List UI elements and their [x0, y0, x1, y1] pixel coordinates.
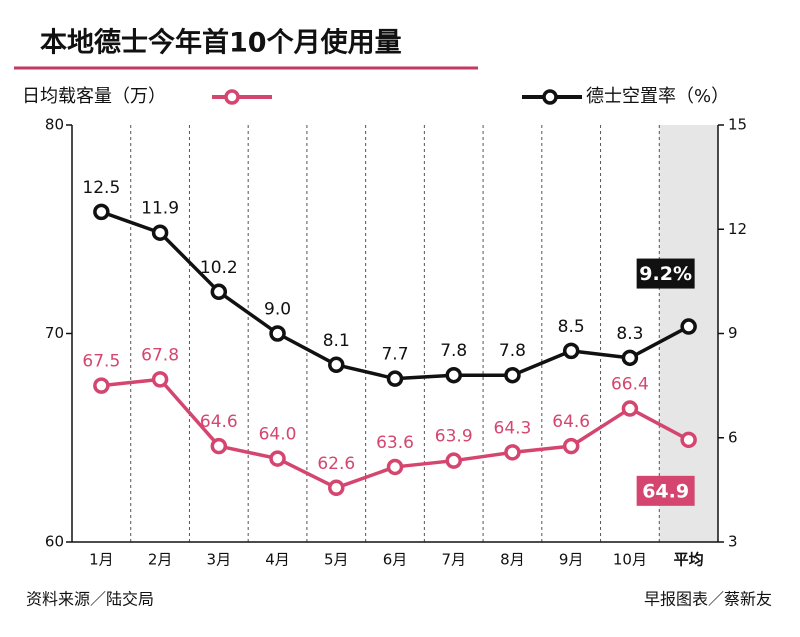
chart-title: 本地德士今年首10个月使用量 [40, 27, 402, 59]
data-point [93, 203, 110, 221]
data-point [504, 366, 521, 384]
data-label: 63.6 [376, 433, 414, 453]
data-label: 67.5 [82, 352, 120, 372]
x-tick-label: 2月 [148, 551, 173, 569]
data-label: 7.8 [440, 341, 467, 361]
data-point [445, 452, 462, 469]
data-point [151, 224, 169, 241]
source: 资料来源／陆交局 [26, 590, 154, 609]
credit: 早报图表／蔡新友 [644, 590, 772, 609]
y2-tick-label: 6 [728, 428, 738, 446]
data-point [386, 458, 404, 476]
legend-swatch-marker [542, 89, 558, 105]
data-label: 8.3 [616, 324, 643, 344]
x-tick-label: 平均 [674, 551, 704, 569]
data-label: 64.6 [200, 412, 238, 432]
x-tick-label: 1月 [89, 551, 114, 569]
x-tick-label: 7月 [441, 551, 466, 569]
data-point [210, 283, 228, 301]
legend-swatch-marker [224, 89, 240, 105]
data-label: 63.9 [435, 427, 473, 447]
data-label: 8.1 [323, 331, 350, 351]
x-tick-label: 10月 [613, 551, 647, 569]
data-point [621, 349, 639, 367]
data-point [269, 325, 286, 342]
data-label: 64.6 [552, 412, 590, 432]
data-label: 9.2% [639, 263, 692, 285]
data-point [210, 437, 228, 455]
data-point [562, 437, 580, 455]
x-tick-label: 3月 [207, 551, 232, 569]
y-tick-label: 60 [45, 533, 64, 551]
x-tick-label: 5月 [324, 551, 349, 569]
data-label: 9.0 [264, 300, 291, 320]
legend-label: 德士空置率（%） [586, 86, 729, 107]
data-point [386, 370, 404, 387]
highlight-box [636, 258, 695, 289]
y-tick-label: 70 [45, 324, 64, 342]
data-label: 64.3 [494, 418, 532, 438]
data-point [680, 431, 697, 449]
data-point [621, 400, 639, 417]
data-label: 67.8 [141, 345, 179, 365]
data-label: 64.9 [642, 480, 689, 502]
x-tick-label: 8月 [500, 551, 525, 569]
legend-label: 日均载客量（万） [22, 86, 166, 107]
data-label: 10.2 [200, 258, 238, 278]
data-point [328, 479, 345, 497]
x-tick-label: 9月 [559, 551, 584, 569]
data-label: 66.4 [611, 375, 649, 395]
y2-tick-label: 9 [728, 324, 738, 342]
y2-tick-label: 12 [728, 220, 747, 238]
x-tick-label: 4月 [265, 551, 290, 569]
data-point [504, 444, 521, 461]
data-point [93, 377, 110, 394]
data-label: 12.5 [82, 178, 120, 198]
highlight-box [636, 475, 695, 506]
data-label: 62.6 [317, 454, 355, 474]
data-label: 7.7 [381, 345, 408, 365]
data-point [328, 356, 345, 374]
x-tick-label: 6月 [383, 551, 408, 569]
y-tick-label: 80 [45, 116, 64, 134]
data-label: 64.0 [259, 425, 297, 445]
data-label: 7.8 [499, 341, 526, 361]
y2-tick-label: 15 [728, 116, 747, 134]
data-point [445, 366, 462, 384]
data-label: 11.9 [141, 199, 179, 219]
y2-tick-label: 3 [728, 533, 738, 551]
data-point [151, 371, 169, 388]
data-point [269, 450, 286, 467]
data-point [562, 342, 580, 360]
data-label: 8.5 [558, 317, 585, 337]
data-point [680, 318, 697, 335]
